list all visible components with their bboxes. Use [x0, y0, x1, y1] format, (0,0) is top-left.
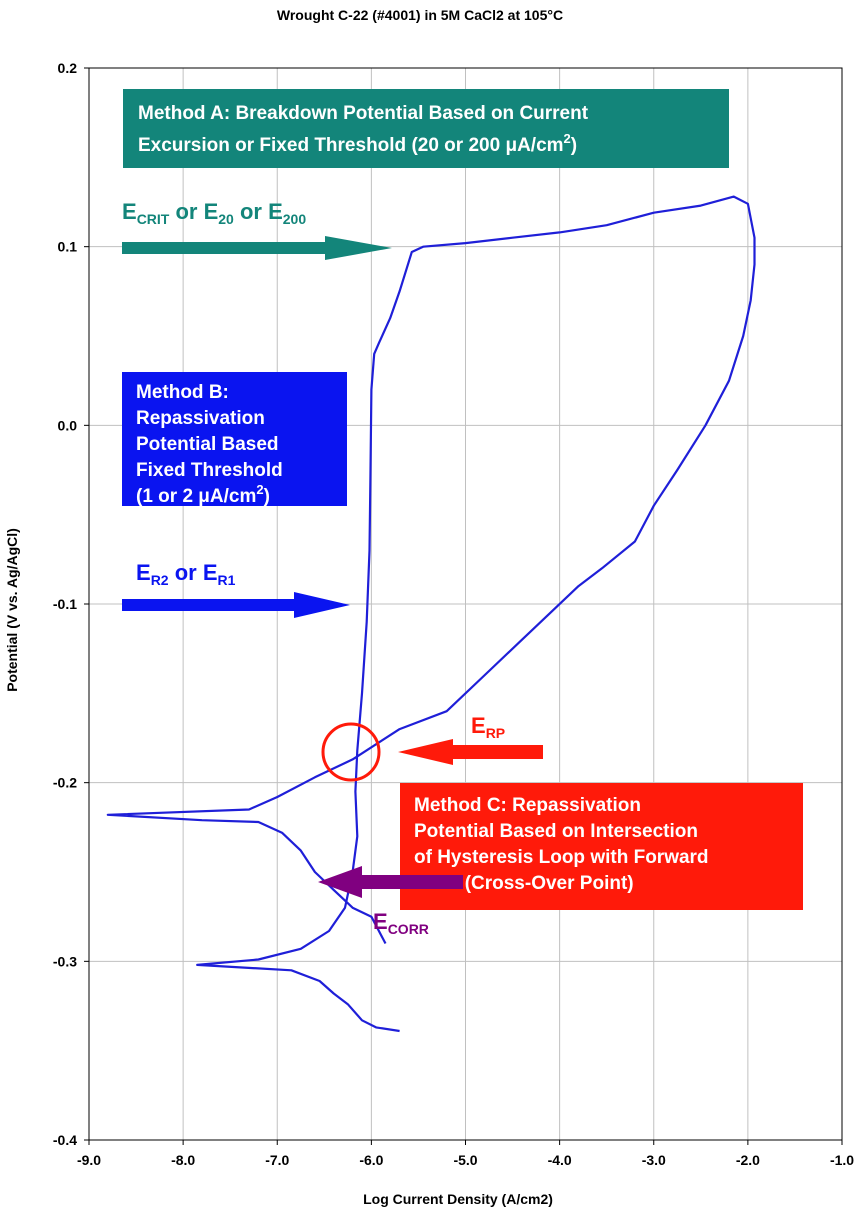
- crossover-point-circle: [321, 722, 381, 782]
- x-tick-label: -3.0: [642, 1152, 666, 1168]
- method-b-background: [122, 372, 347, 506]
- method-c-line-2: Potential Based on Intersection: [414, 821, 698, 842]
- x-tick-label: -9.0: [77, 1152, 101, 1168]
- ecrit-label: ECRIT or E20 or E200: [122, 199, 306, 227]
- method-c-box: Method C: Repassivation Potential Based …: [400, 783, 803, 910]
- x-tick-label: -6.0: [359, 1152, 383, 1168]
- ecrit-arrow: [122, 236, 392, 260]
- er-arrow: [122, 592, 350, 618]
- er-label: ER2 or ER1: [136, 560, 236, 588]
- ecorr-arrow: [318, 866, 463, 898]
- polarization-curve: [106, 195, 756, 1033]
- x-tick-label: -4.0: [548, 1152, 572, 1168]
- y-tick-label: -0.2: [53, 775, 77, 791]
- x-tick-label: -7.0: [265, 1152, 289, 1168]
- method-b-line-4: Fixed Threshold: [136, 460, 283, 481]
- chart-title: Wrought C-22 (#4001) in 5M CaCl2 at 105°…: [277, 7, 563, 23]
- erp-arrow: [398, 739, 543, 765]
- method-c-line-1: Method C: Repassivation: [414, 795, 641, 816]
- method-a-line-1: Method A: Breakdown Potential Based on C…: [138, 103, 589, 124]
- ecorr-label: ECORR: [373, 909, 429, 937]
- y-tick-label: -0.1: [53, 596, 77, 612]
- method-a-box: Method A: Breakdown Potential Based on C…: [123, 89, 729, 168]
- method-b-line-1: Method B:: [136, 382, 229, 403]
- x-tick-label: -8.0: [171, 1152, 195, 1168]
- y-tick-label: -0.4: [53, 1132, 77, 1148]
- y-tick-label: 0.2: [58, 60, 78, 76]
- x-tick-label: -1.0: [830, 1152, 854, 1168]
- y-tick-label: 0.0: [58, 417, 78, 433]
- method-c-line-3: of Hysteresis Loop with Forward: [414, 847, 709, 868]
- x-tick-label: -2.0: [736, 1152, 760, 1168]
- method-a-background: [123, 89, 729, 168]
- method-b-line-5: (1 or 2 μA/cm2): [136, 482, 270, 507]
- method-b-box: Method B: Repassivation Potential Based …: [122, 372, 347, 507]
- tick-labels: -9.0 -8.0 -7.0 -6.0 -5.0 -4.0 -3.0 -2.0 -1.0 -0.4…: [53, 60, 854, 1168]
- x-tick-label: -5.0: [453, 1152, 477, 1168]
- method-b-line-3: Potential Based: [136, 434, 279, 455]
- erp-label: ERP: [471, 713, 505, 741]
- method-a-line-2: Excursion or Fixed Threshold (20 or 200 …: [138, 131, 577, 156]
- x-axis-title: Log Current Density (A/cm2): [363, 1191, 553, 1207]
- y-axis-title: Potential (V vs. Ag/AgCl): [4, 528, 20, 692]
- method-c-line-4: Scan (Cross-Over Point): [414, 873, 634, 894]
- y-tick-label: -0.3: [53, 953, 77, 969]
- method-c-background: [400, 783, 803, 910]
- y-tick-label: 0.1: [58, 239, 78, 255]
- method-b-line-2: Repassivation: [136, 408, 265, 429]
